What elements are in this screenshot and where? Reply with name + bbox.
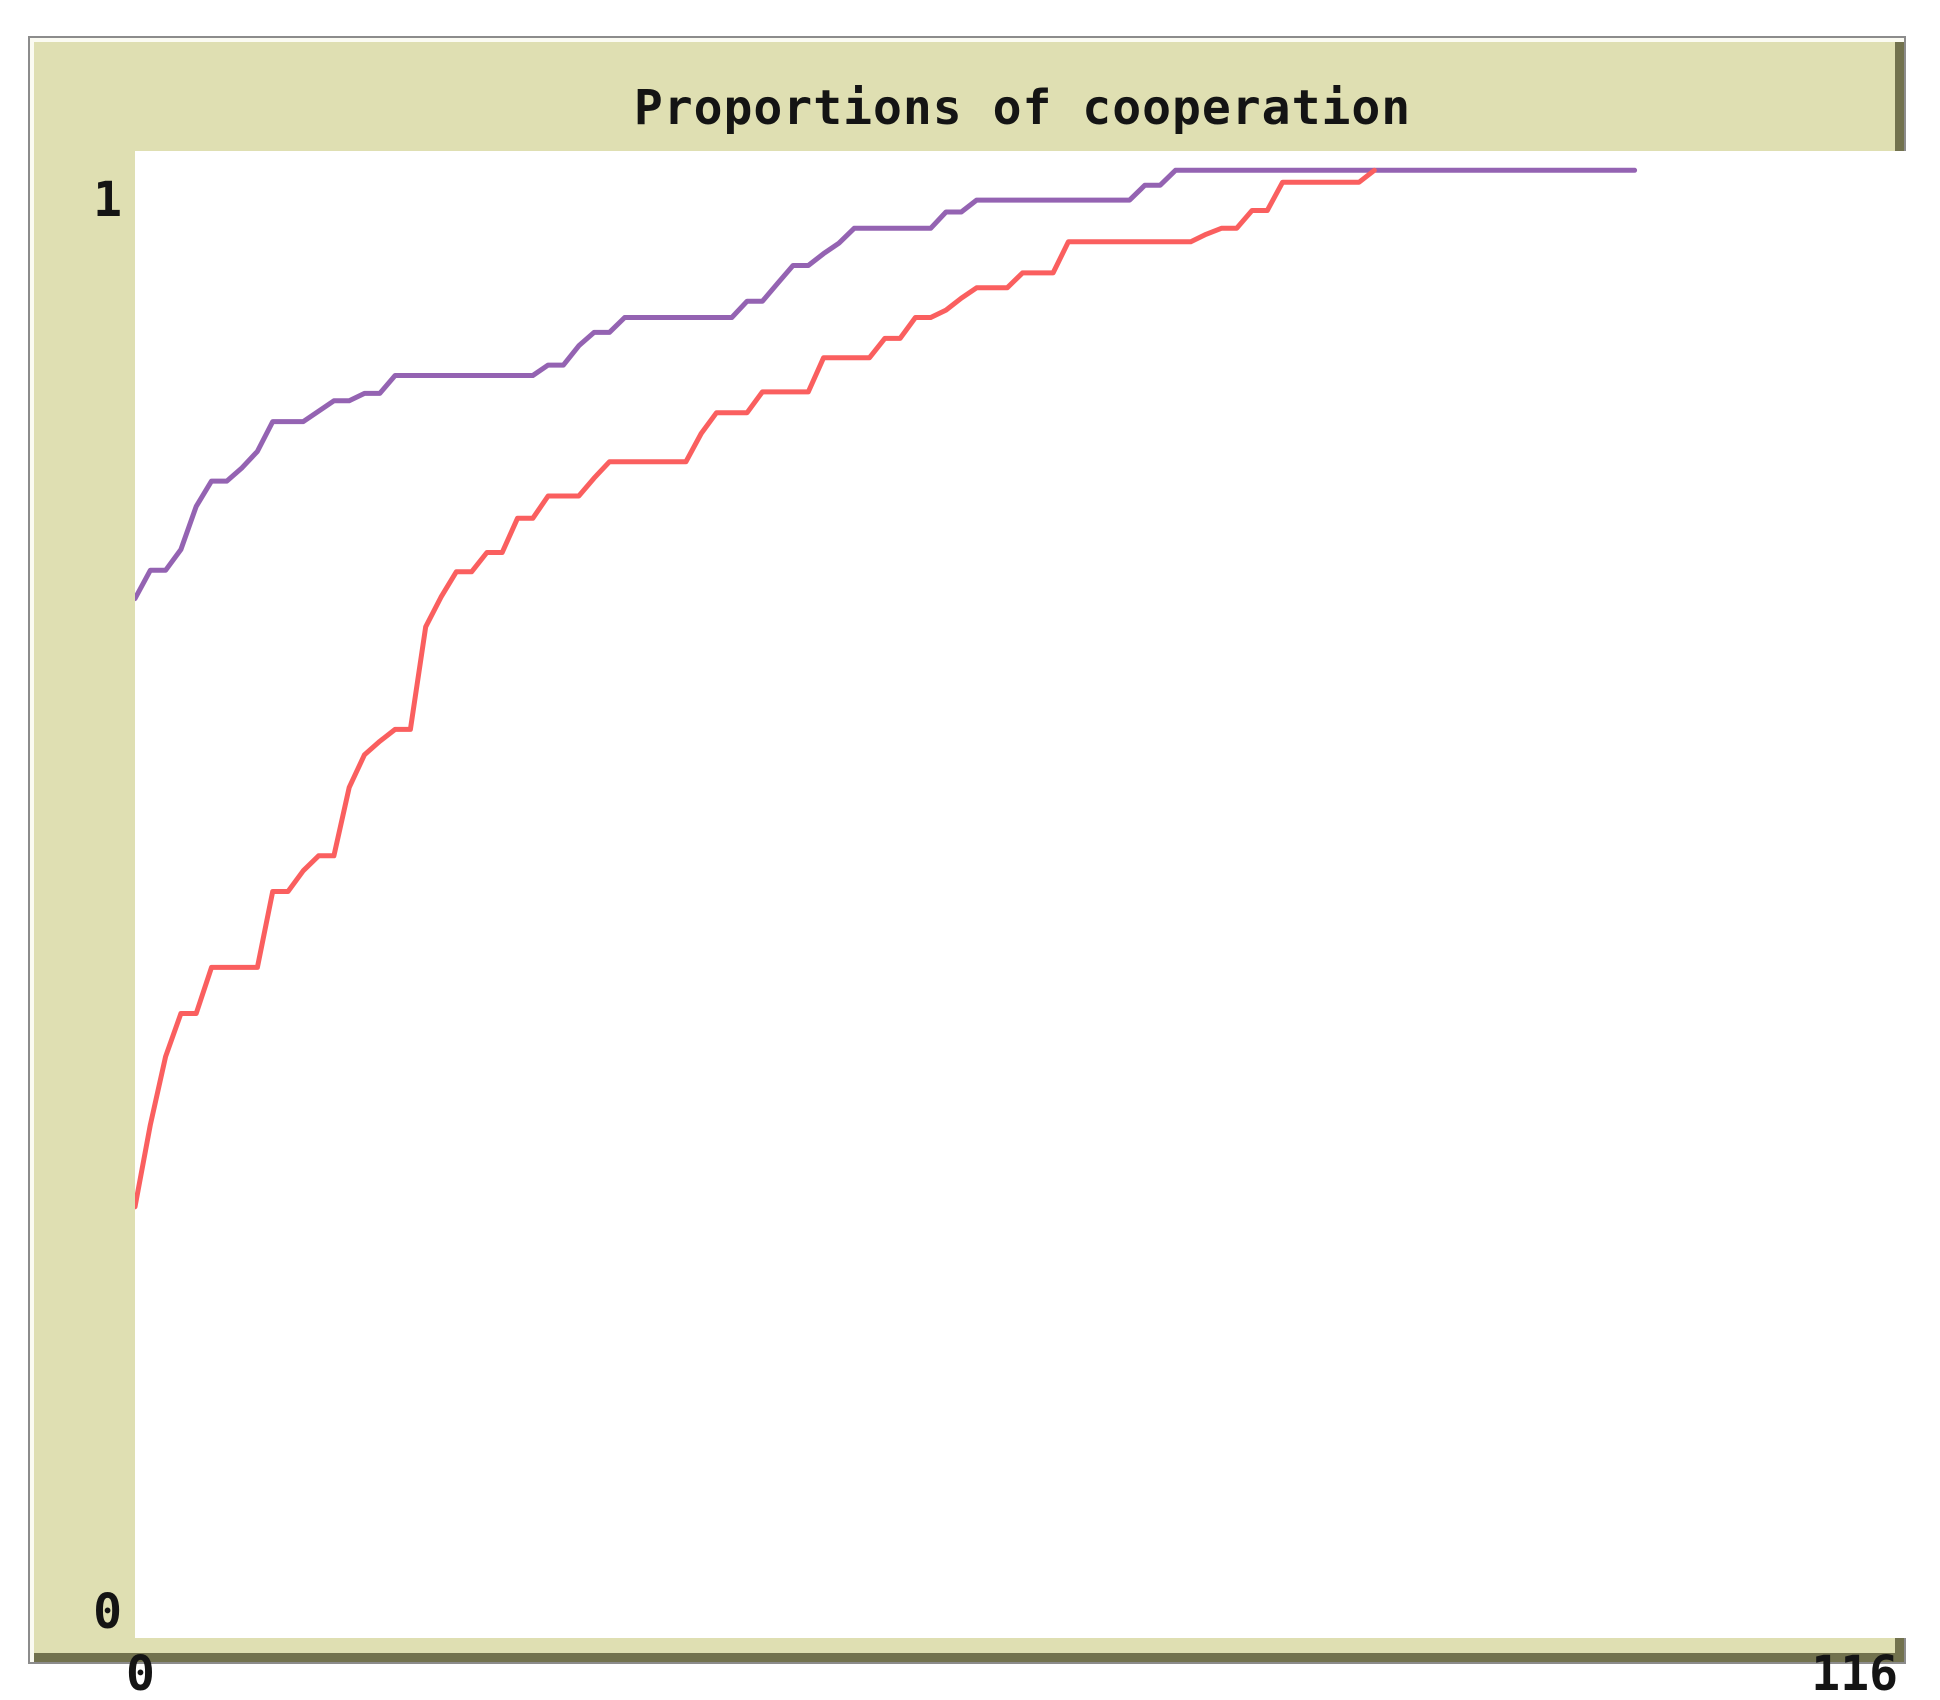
y-axis-min-label: 0	[93, 1584, 122, 1640]
red-pen-line	[135, 167, 1377, 1210]
plot-widget: Proportions of cooperation 1 0 0 116	[28, 36, 1910, 1698]
y-axis-max-label: 1	[93, 172, 122, 228]
x-axis-min-label: 0	[126, 1646, 155, 1700]
plot-title: Proportions of cooperation	[633, 80, 1412, 136]
plot-area	[135, 151, 1910, 1638]
plot-canvas	[135, 167, 1638, 1210]
purple-pen-line	[135, 167, 1638, 602]
x-axis-max-label: 116	[1811, 1646, 1898, 1700]
